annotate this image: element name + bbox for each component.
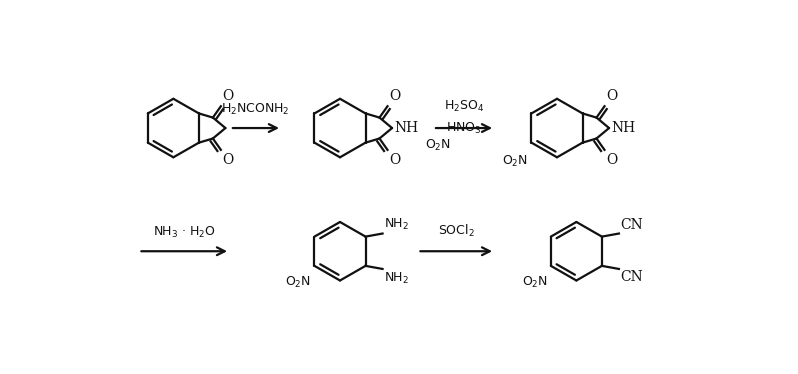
Text: NH: NH	[611, 121, 635, 135]
Text: NH: NH	[394, 121, 418, 135]
Text: O: O	[389, 89, 401, 103]
Text: O$_2$N: O$_2$N	[522, 275, 547, 290]
Text: O$_2$N: O$_2$N	[286, 275, 311, 290]
Text: O$_2$N: O$_2$N	[503, 153, 528, 169]
Text: NH$_2$: NH$_2$	[384, 270, 409, 286]
Text: O: O	[606, 89, 618, 103]
Text: H$_2$NCONH$_2$: H$_2$NCONH$_2$	[221, 102, 290, 117]
Text: HNO$_3$: HNO$_3$	[446, 120, 482, 136]
Text: NH$_2$: NH$_2$	[384, 217, 409, 232]
Text: O: O	[223, 153, 234, 167]
Text: O: O	[606, 153, 618, 167]
Text: O: O	[223, 89, 234, 103]
Text: O$_2$N: O$_2$N	[425, 137, 451, 153]
Text: H$_2$SO$_4$: H$_2$SO$_4$	[444, 99, 484, 114]
Text: SOCl$_2$: SOCl$_2$	[438, 223, 475, 239]
Text: O: O	[389, 153, 401, 167]
Text: NH$_3$ · H$_2$O: NH$_3$ · H$_2$O	[153, 225, 215, 240]
Text: CN: CN	[621, 218, 643, 232]
Text: CN: CN	[621, 270, 643, 285]
